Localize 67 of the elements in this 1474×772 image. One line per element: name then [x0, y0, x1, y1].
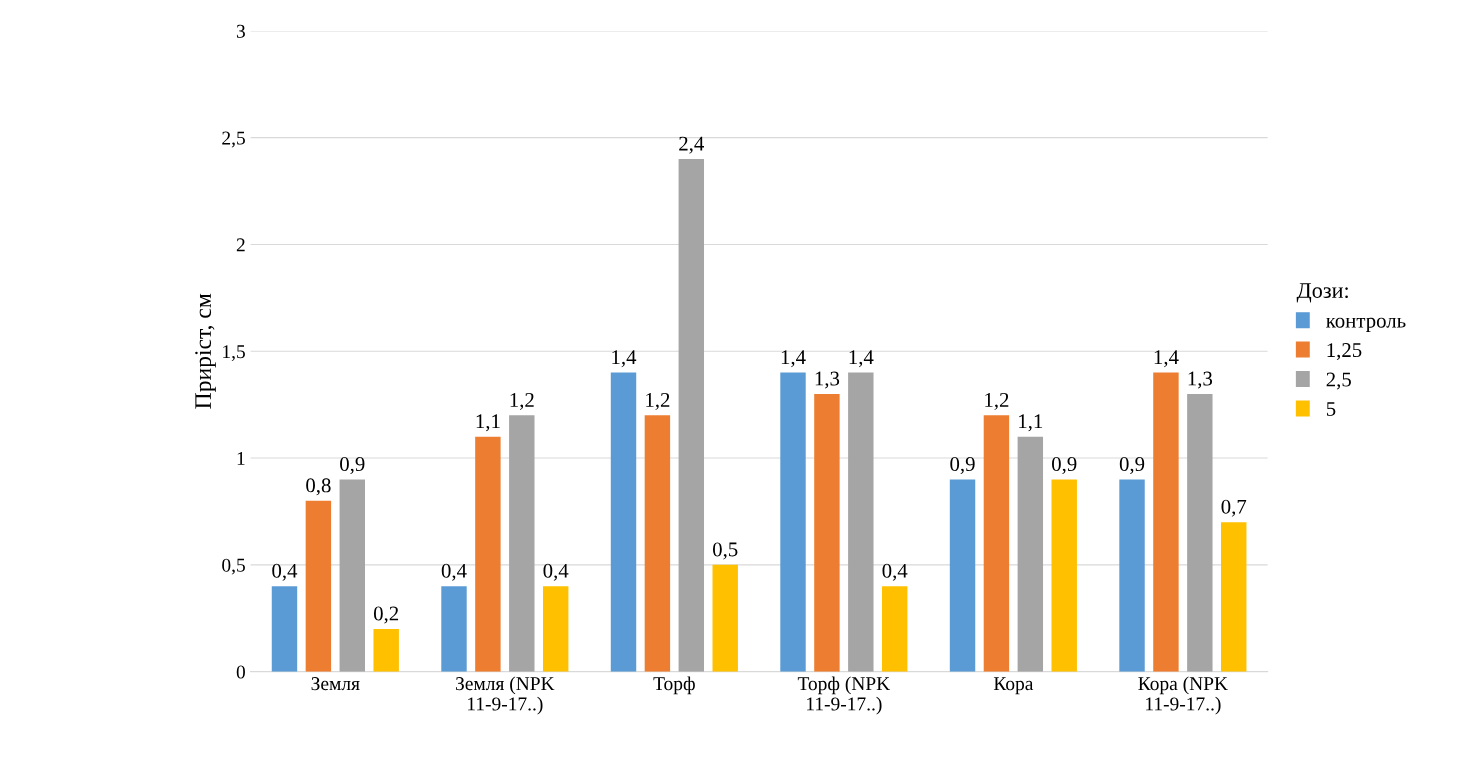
bar	[339, 479, 365, 672]
data-label: 0,7	[1221, 499, 1247, 517]
data-label: 0,5	[712, 542, 738, 560]
data-label: 1,4	[1154, 350, 1179, 368]
data-label: 2,4	[679, 136, 704, 154]
y-tick-label: 3	[236, 24, 245, 38]
y-tick-label: 2	[236, 238, 245, 252]
data-label: 0,9	[340, 456, 365, 475]
bar	[1051, 479, 1077, 672]
data-label: 1,4	[781, 350, 806, 368]
bar	[814, 393, 840, 672]
data-label: 1,2	[985, 392, 1009, 410]
legend-title: Дози:	[1296, 283, 1348, 303]
bar	[780, 372, 806, 672]
data-label: 0,9	[950, 456, 975, 475]
bar	[983, 415, 1010, 672]
bar	[1187, 393, 1213, 672]
data-label: 0,4	[882, 563, 908, 581]
bar	[949, 479, 976, 672]
bar	[373, 628, 399, 672]
data-label: 0,9	[1052, 456, 1077, 475]
data-label: 0,2	[373, 606, 399, 624]
legend-label: 1,25	[1327, 343, 1362, 361]
bar	[1017, 436, 1044, 672]
legend-label: контроль	[1326, 317, 1406, 332]
bar	[1119, 479, 1145, 672]
data-label: 0,9	[1119, 456, 1145, 475]
bar	[848, 372, 874, 672]
legend-label: 2,5	[1326, 372, 1351, 390]
y-tick-label: 1,5	[223, 345, 245, 361]
data-label: 1,2	[510, 392, 534, 410]
bar	[1153, 372, 1179, 672]
y-tick-label: 1	[237, 451, 245, 465]
data-label: 1,4	[612, 350, 637, 368]
data-label: 1,3	[1188, 371, 1213, 389]
bar	[441, 586, 467, 672]
bar	[542, 586, 569, 672]
y-axis-title: Приріст, см	[195, 293, 216, 409]
y-tick-label: 0,5	[222, 558, 245, 575]
bar	[678, 159, 705, 672]
data-label: 1,4	[849, 350, 874, 368]
bar	[271, 586, 298, 672]
x-tick-label: Земля	[311, 677, 360, 691]
x-tick-label: Кора	[993, 677, 1034, 695]
x-tick-label: Торф (NPK 11-9-17..)	[797, 676, 891, 715]
data-label: 1,1	[476, 414, 500, 432]
y-tick-label: 2,5	[222, 131, 245, 148]
bar	[610, 372, 637, 672]
bar	[305, 500, 332, 672]
y-tick-label: 0	[236, 665, 245, 679]
x-tick-label: Земля (NPK 11-9-17..)	[455, 676, 555, 715]
bar	[644, 415, 671, 672]
data-label: 0,8	[306, 478, 331, 496]
bar	[712, 564, 738, 672]
data-label: 1,2	[646, 392, 670, 410]
bar	[882, 586, 908, 672]
bar	[475, 436, 501, 672]
bar	[509, 415, 535, 672]
data-label: 0,4	[441, 563, 467, 581]
data-label: 1,3	[815, 371, 840, 389]
legend-label: 5	[1326, 402, 1336, 416]
x-tick-label: Кора (NPK 11-9-17..)	[1138, 676, 1228, 715]
x-tick-label: Торф	[653, 676, 695, 695]
data-label: 0,4	[543, 563, 569, 581]
bar	[1221, 522, 1247, 672]
data-label: 0,4	[272, 563, 298, 581]
data-label: 1,1	[1019, 414, 1043, 432]
